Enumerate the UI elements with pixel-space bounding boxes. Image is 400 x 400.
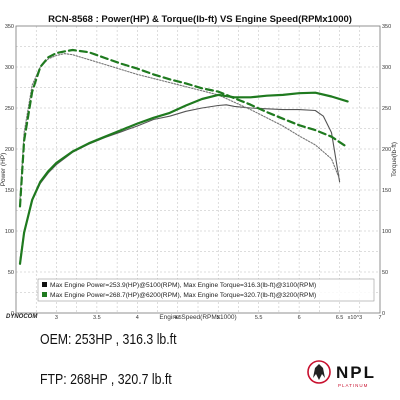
x-tick-label: 4 <box>136 315 139 321</box>
series-lines <box>18 48 349 265</box>
oem-caption: OEM: 253HP , 316.3 lb.ft <box>40 331 177 348</box>
x-tick-label: 7 <box>378 315 381 321</box>
y-axis-label-left: Power (HP) <box>0 153 7 187</box>
legend-entry-ftp: Max Engine Power=268.7(HP)@6200(RPM), Ma… <box>50 292 316 299</box>
dyno-chart: RCN-8568 : Power(HP) & Torque(lb-ft) VS … <box>0 0 400 330</box>
legend-entry-oem: Max Engine Power=253.9(HP)@5100(RPM), Ma… <box>50 282 316 289</box>
y-tick-label-left: 200 <box>5 147 14 153</box>
npl-logo-graphic: NPL PLATINUM <box>307 360 376 388</box>
x-tick-label: 5 <box>217 315 220 321</box>
series-line-ftp-torque <box>18 48 349 208</box>
y-tick-label-right: 350 <box>382 24 391 30</box>
y-tick-label-left: 350 <box>5 24 14 30</box>
y-tick-label-right: 0 <box>382 311 385 317</box>
legend-swatch-ftp <box>42 292 47 297</box>
y-axis-label-right: Torque(lb-ft) <box>391 142 398 177</box>
legend-swatch-oem <box>42 282 47 287</box>
lion-head-icon <box>313 364 325 380</box>
y-tick-label-right: 250 <box>382 106 391 112</box>
y-tick-label-left: 150 <box>5 188 14 194</box>
plot-frame <box>15 25 381 314</box>
chart-title: RCN-8568 : Power(HP) & Torque(lb-ft) VS … <box>48 14 352 25</box>
dynocom-brand-label: DYNOCOM <box>6 314 38 320</box>
y-tick-label-right: 300 <box>382 65 391 71</box>
x-tick-label: 5.5 <box>255 315 263 321</box>
chart-background <box>0 0 400 330</box>
axis-ticks: 3 3.5 4 4.5 5 5.5 6 6.5 705010015020025030035005… <box>5 24 391 321</box>
x-tick-label: 4.5 <box>174 315 182 321</box>
y-tick-label-right: 100 <box>382 229 391 235</box>
y-tick-label-left: 50 <box>8 270 14 276</box>
ftp-caption: FTP: 268HP , 320.7 lb.ft <box>40 371 172 388</box>
x-tick-label: 6.5 <box>336 315 344 321</box>
npl-logo: NPL PLATINUM <box>306 356 396 392</box>
x-tick-label: 6 <box>298 315 301 321</box>
y-tick-label-left: 250 <box>5 106 14 112</box>
x-axis-label: Engine Speed(RPMx1000) <box>159 314 236 321</box>
x-axis-scale-label: x10^3 <box>348 315 363 321</box>
legend: Max Engine Power=253.9(HP)@5100(RPM), Ma… <box>37 278 375 302</box>
legend-box <box>37 278 375 302</box>
series-line-oem-power <box>19 104 341 261</box>
series-line-ftp-power <box>18 91 349 265</box>
y-tick-label-left: 100 <box>5 229 14 235</box>
y-tick-label-left: 0 <box>11 311 14 317</box>
y-tick-label-left: 300 <box>5 65 14 71</box>
y-tick-label-right: 150 <box>382 188 391 194</box>
x-tick-label: 3 <box>55 315 58 321</box>
y-tick-label-right: 200 <box>382 147 391 153</box>
x-tick-label: 3.5 <box>93 315 101 321</box>
y-tick-label-right: 50 <box>382 270 388 276</box>
series-line-oem-torque <box>19 53 341 199</box>
logo-wordmark: NPL <box>336 363 376 382</box>
logo-subtext: PLATINUM <box>338 383 368 388</box>
